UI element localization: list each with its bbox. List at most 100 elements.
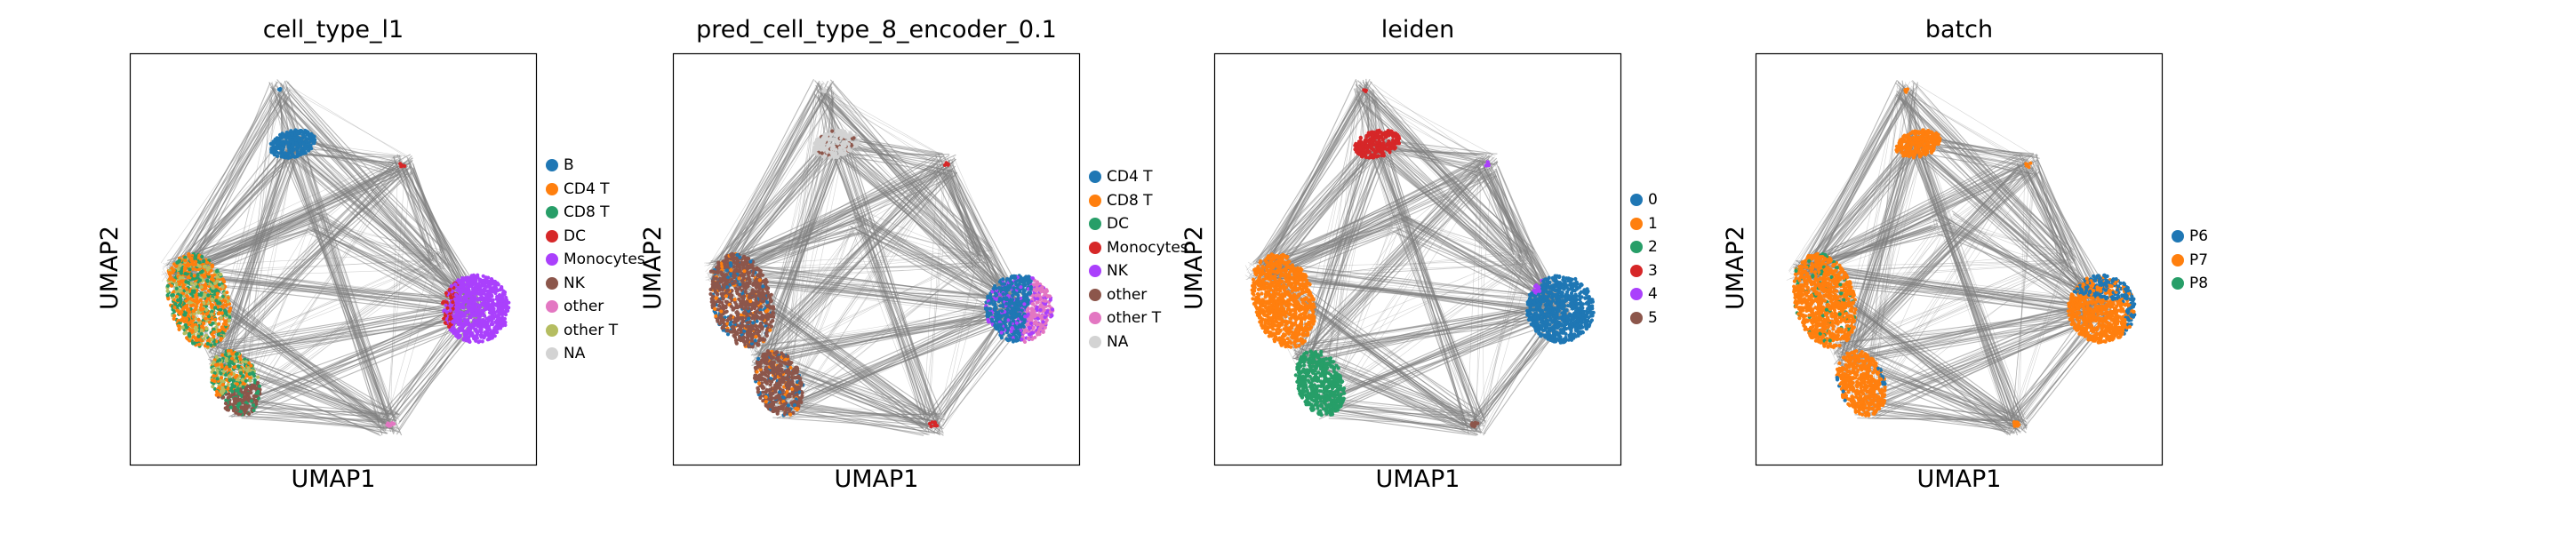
cell-point [247,411,252,416]
legend-item: DC [546,225,645,249]
cell-point [252,403,256,408]
cell-point [488,303,492,307]
legend-item: other [546,295,645,319]
cell-point [986,295,990,299]
cell-point [742,294,747,298]
cell-point [714,276,718,281]
cell-point [165,293,170,298]
cell-point [212,342,217,346]
cell-point [768,402,772,407]
cell-point [174,286,179,290]
cell-point [765,357,770,362]
legend-label: DC [564,227,586,245]
cell-point [814,152,819,156]
cell-point [280,131,284,136]
cell-point [298,142,302,147]
cell-point [1030,302,1035,306]
cell-point [776,410,780,414]
cell-point [236,364,241,369]
cell-point [281,155,285,159]
cell-point [470,276,475,281]
cell-point [473,279,477,283]
cell-point [180,318,185,322]
cell-point [300,151,306,155]
cell-point [236,388,240,393]
cell-point [1020,308,1024,313]
legend-label: other T [564,321,619,339]
cell-point [820,145,824,149]
cell-point [1022,302,1027,306]
cell-point [210,309,214,314]
point-cluster [276,87,283,92]
cell-point [193,322,198,327]
cell-point [199,270,204,274]
cell-point [271,139,276,144]
legend-item: Monocytes [546,248,645,272]
cell-point [477,283,482,288]
cell-point [183,271,188,276]
cell-point [737,338,741,342]
cell-point [442,308,446,313]
cell-point [989,297,994,301]
cell-point [271,150,276,155]
cell-point [799,395,804,400]
cell-point [1026,312,1031,316]
cell-point [1016,282,1020,287]
cell-point [210,378,215,383]
cell-point [225,290,229,295]
cell-point [741,335,746,339]
cell-point [219,272,223,277]
cell-point [1018,290,1022,294]
cell-point [745,339,749,344]
cell-point [757,377,763,381]
point-cluster [165,251,233,350]
cell-point [282,142,286,147]
cell-point [493,328,498,333]
cell-point [501,309,506,314]
cell-point [211,289,215,293]
cell-point [220,391,225,395]
cell-point [484,303,490,307]
cell-point [764,394,768,400]
cell-point [239,405,244,410]
cell-point [738,268,742,273]
cell-point [200,324,204,329]
cell-point [241,385,245,389]
cell-point [746,276,750,281]
cell-point [746,284,750,289]
cell-point [778,378,782,382]
cell-point [212,281,218,285]
cell-point [716,266,720,271]
cell-point [744,258,748,262]
cell-point [1012,303,1017,307]
cell-point [476,288,481,292]
cell-point [764,333,769,338]
cell-point [173,302,178,306]
cell-point [220,284,225,290]
cell-point [742,269,747,274]
cell-point [743,261,748,266]
cell-point [825,149,829,155]
cell-point [212,327,216,331]
cell-point [499,303,503,307]
cell-point [776,395,780,400]
cell-point [1030,337,1035,341]
cell-point [504,298,509,302]
cell-point [223,372,228,378]
cell-point [184,305,188,309]
legend: B CD4 T CD8 T DC Monocytes NK other other T NA [546,154,645,366]
cell-point [470,322,476,327]
cell-point [782,402,787,407]
cell-point [742,329,747,333]
cell-point [480,308,484,314]
cell-point [1018,303,1022,308]
cell-point [474,303,478,307]
cell-point [718,277,723,282]
cell-point [207,320,212,324]
cell-point [189,259,194,263]
cell-point [285,141,290,146]
cell-point [204,316,208,321]
cell-point [771,364,775,369]
cell-point [283,151,287,155]
cell-point [214,298,219,303]
